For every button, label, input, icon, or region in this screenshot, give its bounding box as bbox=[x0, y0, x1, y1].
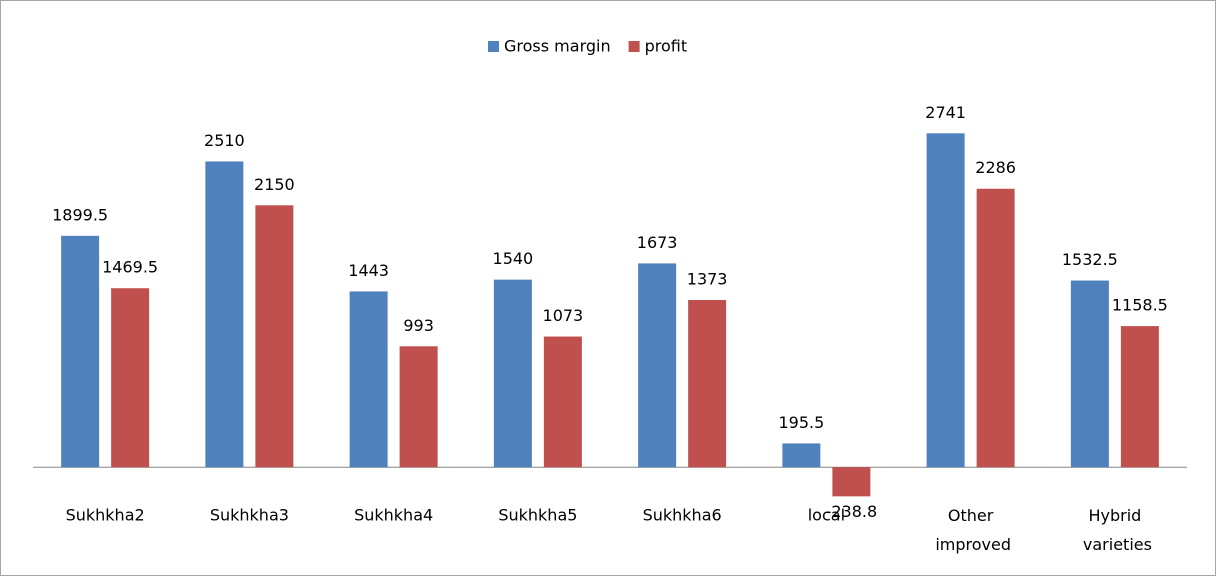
bar bbox=[688, 299, 727, 468]
bar bbox=[493, 279, 532, 468]
value-label: 1540 bbox=[493, 249, 534, 268]
value-label: 2150 bbox=[254, 175, 295, 194]
bar bbox=[205, 161, 244, 468]
bar bbox=[976, 188, 1015, 468]
value-label: 1899.5 bbox=[52, 205, 108, 224]
value-label: 1469.5 bbox=[102, 258, 158, 277]
value-label: 1673 bbox=[637, 233, 678, 252]
value-label: 1532.5 bbox=[1062, 250, 1118, 269]
bar bbox=[255, 205, 294, 468]
x-tick-label: Sukhkha6 bbox=[643, 506, 722, 525]
x-tick-label: Sukhkha2 bbox=[66, 506, 145, 525]
legend-label: profit bbox=[645, 37, 688, 56]
x-tick-label: local bbox=[808, 506, 845, 525]
bar bbox=[543, 336, 582, 468]
legend-swatch bbox=[628, 41, 640, 52]
value-label: 1158.5 bbox=[1112, 296, 1168, 315]
value-label: 195.5 bbox=[778, 413, 824, 432]
x-tick-label: Hybrid varieties bbox=[1078, 506, 1152, 554]
value-label: 2741 bbox=[925, 103, 966, 122]
bar bbox=[832, 467, 871, 497]
bar bbox=[349, 291, 388, 468]
legend-swatch bbox=[488, 41, 499, 52]
bar bbox=[61, 235, 100, 468]
bar bbox=[111, 288, 150, 468]
bar bbox=[926, 133, 965, 468]
x-tick-label: Other improved bbox=[930, 506, 1011, 554]
bar bbox=[782, 443, 821, 468]
value-label: 1443 bbox=[348, 261, 389, 280]
bar bbox=[638, 263, 677, 468]
value-label: 993 bbox=[403, 316, 434, 335]
x-tick-label: Sukhkha4 bbox=[354, 506, 433, 525]
x-tick-label: Sukhkha3 bbox=[210, 506, 289, 525]
value-label: 2286 bbox=[975, 158, 1016, 177]
value-label: 1373 bbox=[687, 269, 728, 288]
x-tick-label: Sukhkha5 bbox=[498, 506, 577, 525]
value-label: 1073 bbox=[543, 306, 584, 325]
bar bbox=[1120, 326, 1159, 468]
value-label: 2510 bbox=[204, 131, 245, 150]
bar bbox=[399, 346, 438, 468]
bar bbox=[1070, 280, 1109, 468]
legend-label: Gross margin bbox=[504, 37, 611, 56]
value-label: -238.8 bbox=[826, 502, 878, 521]
